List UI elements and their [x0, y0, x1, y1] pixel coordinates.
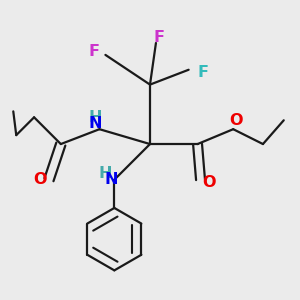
Text: N: N [105, 172, 118, 187]
Text: F: F [88, 44, 99, 59]
Text: F: F [198, 65, 209, 80]
Text: H: H [88, 110, 102, 125]
Text: O: O [33, 172, 47, 187]
Text: O: O [230, 113, 243, 128]
Text: N: N [88, 116, 102, 131]
Text: O: O [203, 175, 216, 190]
Text: F: F [153, 30, 164, 45]
Text: H: H [99, 166, 112, 181]
